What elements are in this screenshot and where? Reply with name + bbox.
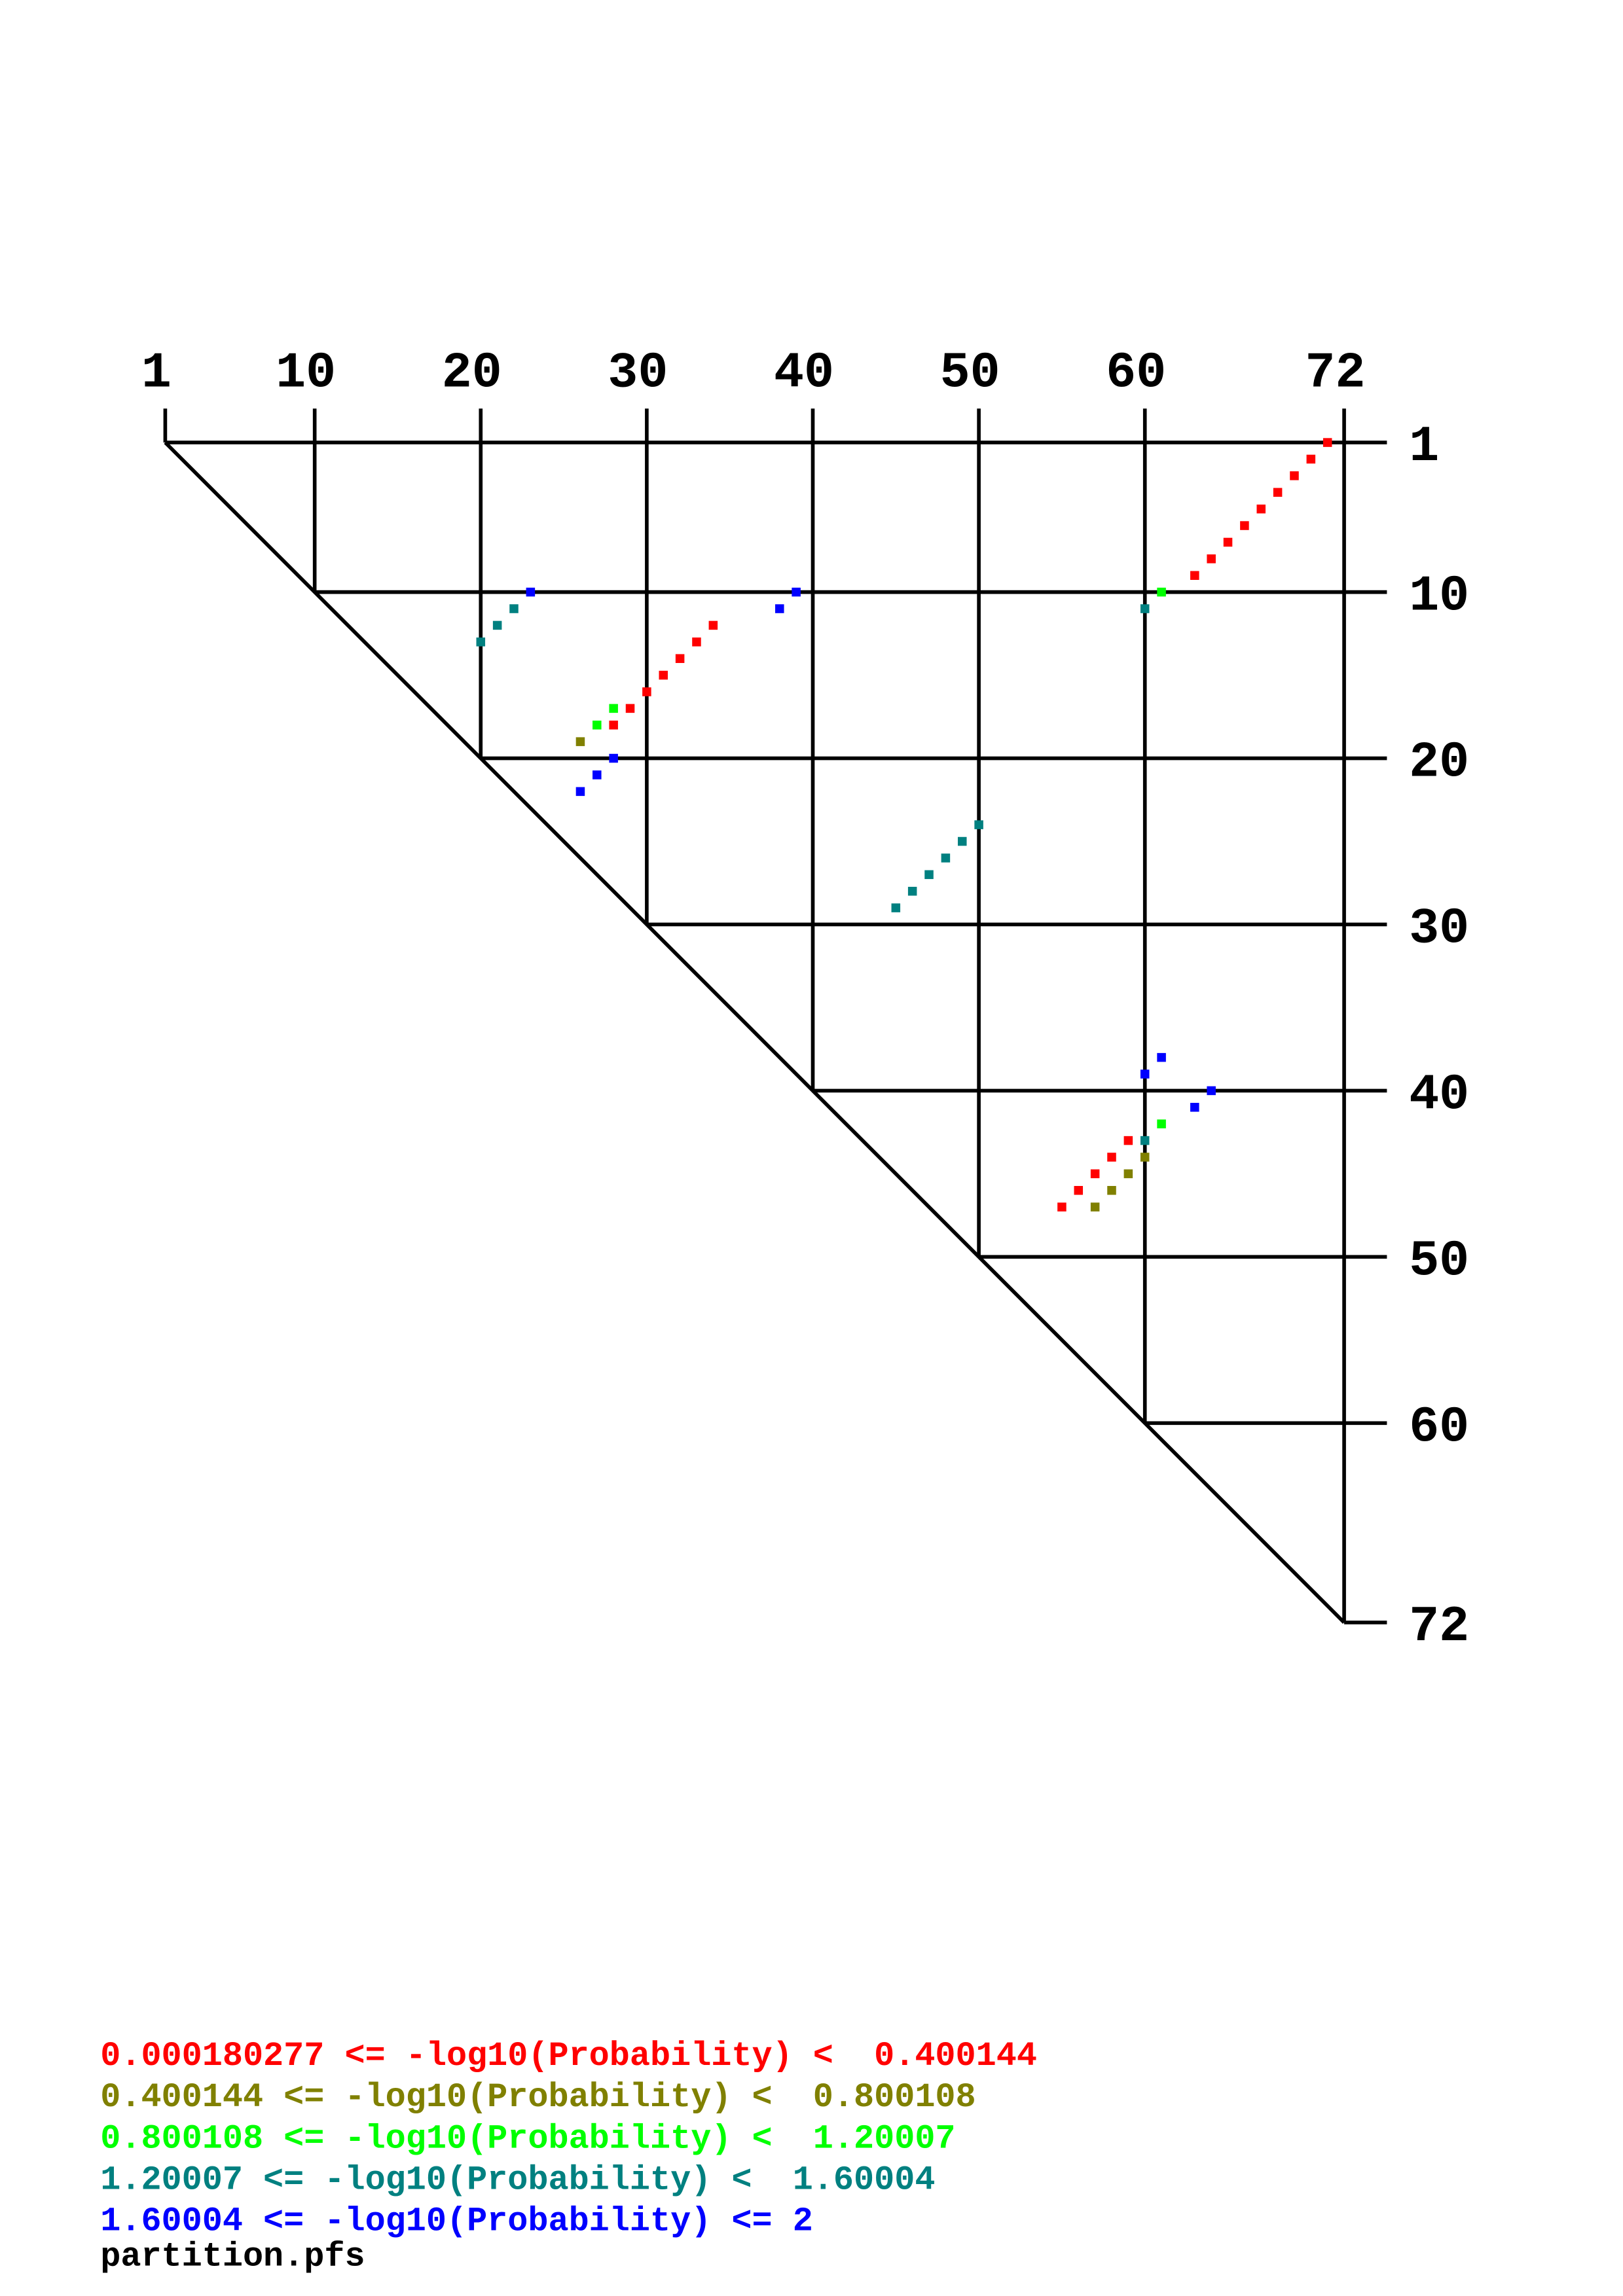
x-tick-label: 1 [141, 345, 172, 402]
pair-dot [1123, 1136, 1133, 1145]
pair-dot [575, 787, 585, 797]
pair-dot [1074, 1186, 1084, 1195]
pair-dot [924, 870, 934, 880]
pair-dot [1157, 1119, 1166, 1128]
pair-dot [609, 753, 618, 763]
y-tick-label: 40 [1409, 1067, 1469, 1124]
x-tick-label: 30 [608, 345, 668, 402]
y-tick-label: 60 [1409, 1399, 1469, 1456]
pair-dot [891, 903, 901, 912]
x-tick-label: 20 [442, 345, 502, 402]
pair-dot [692, 637, 701, 647]
pair-dot [509, 604, 519, 613]
pair-dot [1140, 1153, 1150, 1162]
pair-dot [792, 587, 801, 597]
pair-dot [593, 721, 602, 730]
pair-dot [1240, 521, 1249, 530]
pair-dot [1140, 1069, 1150, 1079]
pair-dot [974, 820, 983, 829]
pair-dot [1140, 1136, 1150, 1145]
pair-dot [941, 853, 951, 863]
pair-dot [1090, 1169, 1100, 1179]
y-tick-label: 30 [1409, 901, 1469, 958]
pair-dot [492, 620, 502, 630]
legend-entry: 1.60004 <= -log10(Probability) <= 2 [100, 2202, 813, 2240]
pair-dot [609, 721, 618, 730]
pair-dot [1123, 1169, 1133, 1179]
pair-dot [957, 836, 967, 846]
pair-dot [907, 886, 917, 896]
pair-dot [1107, 1153, 1116, 1162]
pair-dot [1157, 587, 1166, 597]
pair-dot [1190, 1103, 1199, 1112]
y-tick-label: 72 [1409, 1599, 1469, 1656]
pair-dot [1140, 604, 1150, 613]
y-tick-label: 10 [1409, 569, 1469, 626]
pair-dot [1207, 1086, 1216, 1096]
pair-dot [708, 620, 718, 630]
pair-dot [1057, 1202, 1067, 1211]
pair-dot [775, 604, 784, 613]
legend-entry: 0.000180277 <= -log10(Probability) < 0.4… [100, 2037, 1037, 2075]
pair-dot [1107, 1186, 1116, 1195]
pair-dot [476, 637, 486, 647]
x-tick-label: 50 [940, 345, 1000, 402]
pair-dot [625, 704, 635, 713]
pair-dot [675, 654, 685, 663]
pair-dot [1256, 504, 1266, 514]
pair-dot [1273, 488, 1283, 497]
pair-dot [609, 704, 618, 713]
pair-dot [1223, 537, 1233, 547]
y-tick-label: 20 [1409, 735, 1469, 792]
y-tick-label: 1 [1409, 419, 1439, 476]
legend-entry: 0.800108 <= -log10(Probability) < 1.2000… [100, 2119, 955, 2158]
pair-dot [526, 587, 536, 597]
pair-dot [575, 737, 585, 746]
pair-dot [1290, 471, 1299, 480]
diagonal [164, 441, 1346, 1624]
pair-dot [1157, 1052, 1166, 1062]
pair-dot [1322, 438, 1332, 447]
pair-dot [1190, 571, 1199, 580]
pair-dot [1207, 554, 1216, 564]
legend-entry: 1.20007 <= -log10(Probability) < 1.60004 [100, 2161, 935, 2199]
x-tick-label: 72 [1305, 345, 1366, 402]
pair-dot [1090, 1202, 1100, 1211]
x-tick-label: 40 [774, 345, 834, 402]
pair-dot [593, 770, 602, 780]
pair-dot [659, 670, 668, 680]
x-tick-label: 60 [1106, 345, 1166, 402]
y-tick-label: 50 [1409, 1233, 1469, 1290]
pair-dot [642, 687, 651, 696]
x-tick-label: 10 [276, 345, 336, 402]
chart-title: partition.pfs [100, 2238, 365, 2276]
pair-dot [1306, 454, 1316, 464]
legend-entry: 0.400144 <= -log10(Probability) < 0.8001… [100, 2078, 976, 2117]
